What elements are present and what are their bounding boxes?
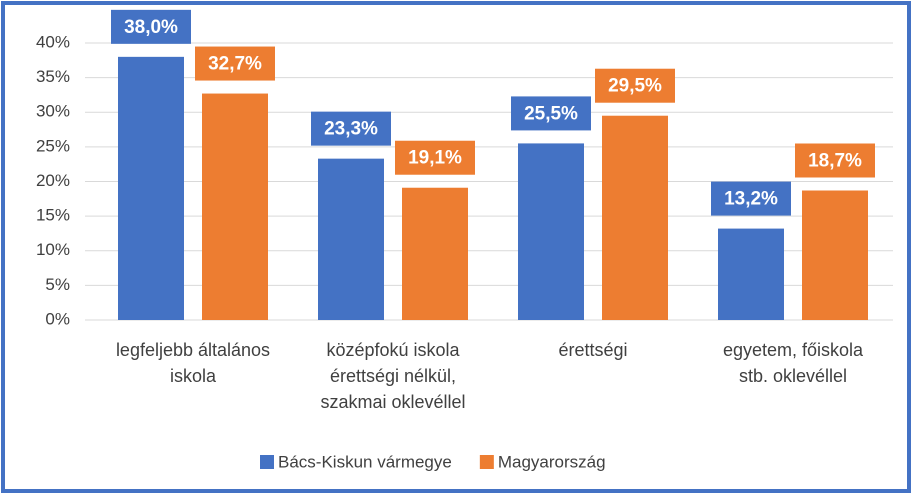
bar (118, 56, 184, 320)
y-tick-label: 0% (45, 309, 70, 328)
legend-swatch (479, 455, 494, 469)
bar (518, 143, 584, 320)
data-label-box (711, 181, 791, 216)
legend-label: Bács-Kiskun vármegye (278, 452, 452, 471)
data-label: 13,2% (724, 189, 778, 210)
bar (318, 158, 384, 320)
data-label-box (595, 68, 675, 103)
y-tick-label: 10% (36, 240, 70, 259)
y-tick-label: 20% (36, 171, 70, 190)
x-tick-label: egyetem, főiskola stb. oklevéllel (722, 340, 864, 386)
data-label-box (311, 111, 391, 146)
y-tick-label: 40% (36, 32, 70, 51)
x-tick-label: középfokú iskola érettségi nélkül, szakm… (320, 340, 466, 412)
y-tick-label: 35% (36, 67, 70, 86)
data-label: 18,7% (808, 151, 862, 172)
bar (602, 115, 668, 321)
x-tick-label: legfeljebb általános iskola (115, 340, 271, 386)
bar (802, 190, 868, 320)
data-label: 32,7% (208, 54, 262, 75)
y-tick-label: 30% (36, 102, 70, 121)
data-label: 23,3% (324, 119, 378, 140)
data-label: 25,5% (524, 103, 578, 124)
data-label-box (795, 143, 875, 178)
legend-label: Magyarország (498, 452, 606, 471)
data-label: 29,5% (608, 76, 662, 97)
data-label-box (111, 9, 191, 44)
bar (718, 228, 784, 320)
legend-swatch (260, 455, 274, 469)
data-label: 38,0% (124, 17, 178, 38)
data-label-box (195, 46, 275, 81)
y-tick-label: 25% (36, 136, 70, 155)
y-tick-label: 15% (36, 206, 70, 225)
data-label-box (395, 140, 475, 175)
data-label-box (511, 96, 591, 131)
bar (202, 93, 268, 321)
y-tick-label: 5% (45, 275, 70, 294)
data-label: 19,1% (408, 148, 462, 169)
x-tick-label: érettségi (558, 340, 628, 360)
bar (402, 187, 468, 320)
